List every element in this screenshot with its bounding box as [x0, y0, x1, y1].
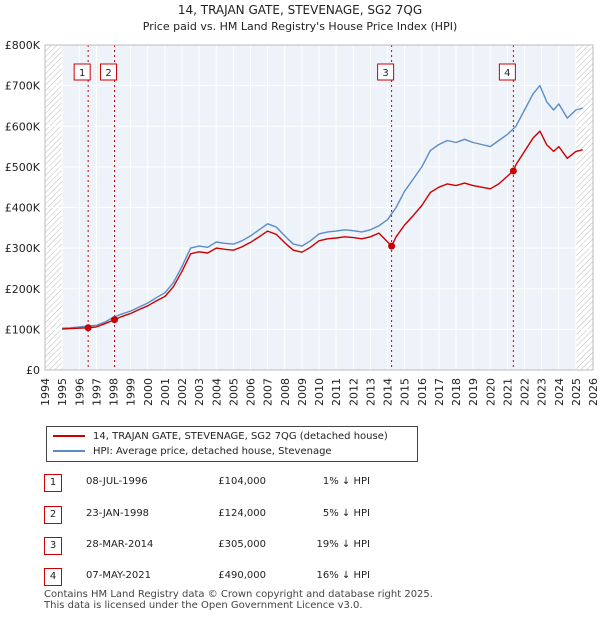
x-tick-label: 2008: [279, 378, 292, 406]
footer-licence: This data is licensed under the Open Gov…: [44, 600, 363, 611]
transaction-date: 07-MAY-2021: [86, 570, 152, 581]
y-tick-label: £700K: [5, 80, 41, 93]
x-tick-label: 2022: [519, 378, 532, 406]
y-tick-label: £800K: [5, 39, 41, 52]
y-tick-label: £300K: [5, 242, 41, 255]
x-tick-label: 2023: [536, 378, 549, 406]
sale-point: [388, 242, 396, 250]
sale-marker-label: 1: [79, 68, 85, 79]
transaction-row: 1 08-JUL-1996 £104,000 1% ↓ HPI: [0, 472, 600, 494]
plot-frame: [44, 44, 594, 371]
x-tick-label: 2025: [570, 378, 583, 406]
legend-item-price-paid: 14, TRAJAN GATE, STEVENAGE, SG2 7QG (det…: [53, 430, 388, 444]
transaction-date: 08-JUL-1996: [86, 476, 148, 487]
x-tick-label: 2019: [467, 378, 480, 406]
transaction-marker: 3: [44, 537, 62, 555]
y-tick-label: £100K: [5, 323, 41, 336]
y-tick-label: £600K: [5, 120, 41, 133]
x-tick-label: 2002: [176, 378, 189, 406]
transaction-price: £104,000: [218, 476, 266, 487]
y-tick-label: £0: [26, 364, 40, 377]
footer-copyright: Contains HM Land Registry data © Crown c…: [44, 589, 433, 600]
sale-marker-box: [377, 63, 395, 81]
x-tick-label: 1996: [73, 378, 86, 406]
x-tick-label: 2016: [416, 378, 429, 406]
legend-item-hpi: HPI: Average price, detached house, Stev…: [53, 445, 332, 459]
x-tick-label: 1994: [39, 378, 52, 406]
x-tick-label: 2014: [382, 378, 395, 406]
transaction-hpi: 19% ↓ HPI: [316, 539, 370, 550]
sale-marker-box: [100, 63, 118, 81]
x-tick-label: 2017: [433, 378, 446, 406]
x-tick-label: 2012: [347, 378, 360, 406]
transaction-row: 3 28-MAR-2014 £305,000 19% ↓ HPI: [0, 535, 600, 557]
x-tick-label: 1995: [56, 378, 69, 406]
x-tick-label: 1999: [125, 378, 138, 406]
y-tick-label: £200K: [5, 283, 41, 296]
transaction-price: £490,000: [218, 570, 266, 581]
x-tick-label: 2003: [193, 378, 206, 406]
transaction-hpi: 1% ↓ HPI: [322, 476, 370, 487]
transaction-price: £305,000: [218, 539, 266, 550]
sale-marker-box: [498, 63, 516, 81]
chart-legend: 14, TRAJAN GATE, STEVENAGE, SG2 7QG (det…: [46, 426, 418, 462]
x-tick-label: 2010: [313, 378, 326, 406]
transaction-marker: 2: [44, 506, 62, 524]
sale-point: [111, 316, 119, 324]
sale-marker-box: [73, 63, 91, 81]
transaction-marker: 4: [44, 568, 62, 586]
transaction-hpi: 5% ↓ HPI: [322, 508, 370, 519]
sale-marker-label: 3: [382, 68, 388, 79]
chart-subtitle: Price paid vs. HM Land Registry's House …: [143, 20, 458, 33]
transaction-date: 28-MAR-2014: [86, 539, 154, 550]
sale-point: [509, 167, 517, 175]
x-tick-label: 2011: [330, 378, 343, 406]
x-tick-label: 2020: [484, 378, 497, 406]
sale-marker-label: 4: [504, 68, 510, 79]
footer: Contains HM Land Registry data © Crown c…: [44, 589, 433, 611]
x-tick-label: 2009: [296, 378, 309, 406]
legend-label-price-paid: 14, TRAJAN GATE, STEVENAGE, SG2 7QG (det…: [93, 431, 388, 442]
x-tick-label: 2004: [210, 378, 223, 406]
x-tick-label: 2015: [399, 378, 412, 406]
price-paid-line: [62, 130, 583, 330]
transaction-date: 23-JAN-1998: [86, 508, 150, 519]
legend-label-hpi: HPI: Average price, detached house, Stev…: [93, 446, 332, 457]
x-tick-label: 1998: [108, 378, 121, 406]
x-tick-label: 1997: [90, 378, 103, 406]
transaction-row: 2 23-JAN-1998 £124,000 5% ↓ HPI: [0, 504, 600, 526]
chart-title: 14, TRAJAN GATE, STEVENAGE, SG2 7QG: [178, 3, 422, 17]
transaction-hpi: 16% ↓ HPI: [316, 570, 370, 581]
sale-marker-label: 2: [105, 68, 111, 79]
legend-swatch-price-paid: [53, 435, 85, 437]
x-tick-label: 2005: [227, 378, 240, 406]
x-tick-label: 2000: [142, 378, 155, 406]
x-tick-label: 2024: [553, 378, 566, 406]
transaction-marker: 1: [44, 474, 62, 492]
y-tick-label: £500K: [5, 161, 41, 174]
x-tick-label: 2026: [587, 378, 600, 406]
hpi-line: [62, 84, 583, 329]
transaction-row: 4 07-MAY-2021 £490,000 16% ↓ HPI: [0, 566, 600, 588]
x-tick-label: 2007: [262, 378, 275, 406]
legend-swatch-hpi: [53, 450, 85, 452]
transaction-price: £124,000: [218, 508, 266, 519]
x-tick-label: 2013: [364, 378, 377, 406]
price-chart: 14, TRAJAN GATE, STEVENAGE, SG2 7QG Pric…: [5, 3, 600, 406]
x-tick-label: 2006: [245, 378, 258, 406]
x-tick-label: 2001: [159, 378, 172, 406]
y-tick-label: £400K: [5, 202, 41, 215]
plot-area: 1 2 3 4 £0 £100K £200K £300K £400K £500K £600K £700…: [5, 39, 600, 406]
x-tick-label: 2021: [501, 378, 514, 406]
x-tick-label: 2018: [450, 378, 463, 406]
sale-point: [84, 324, 92, 332]
